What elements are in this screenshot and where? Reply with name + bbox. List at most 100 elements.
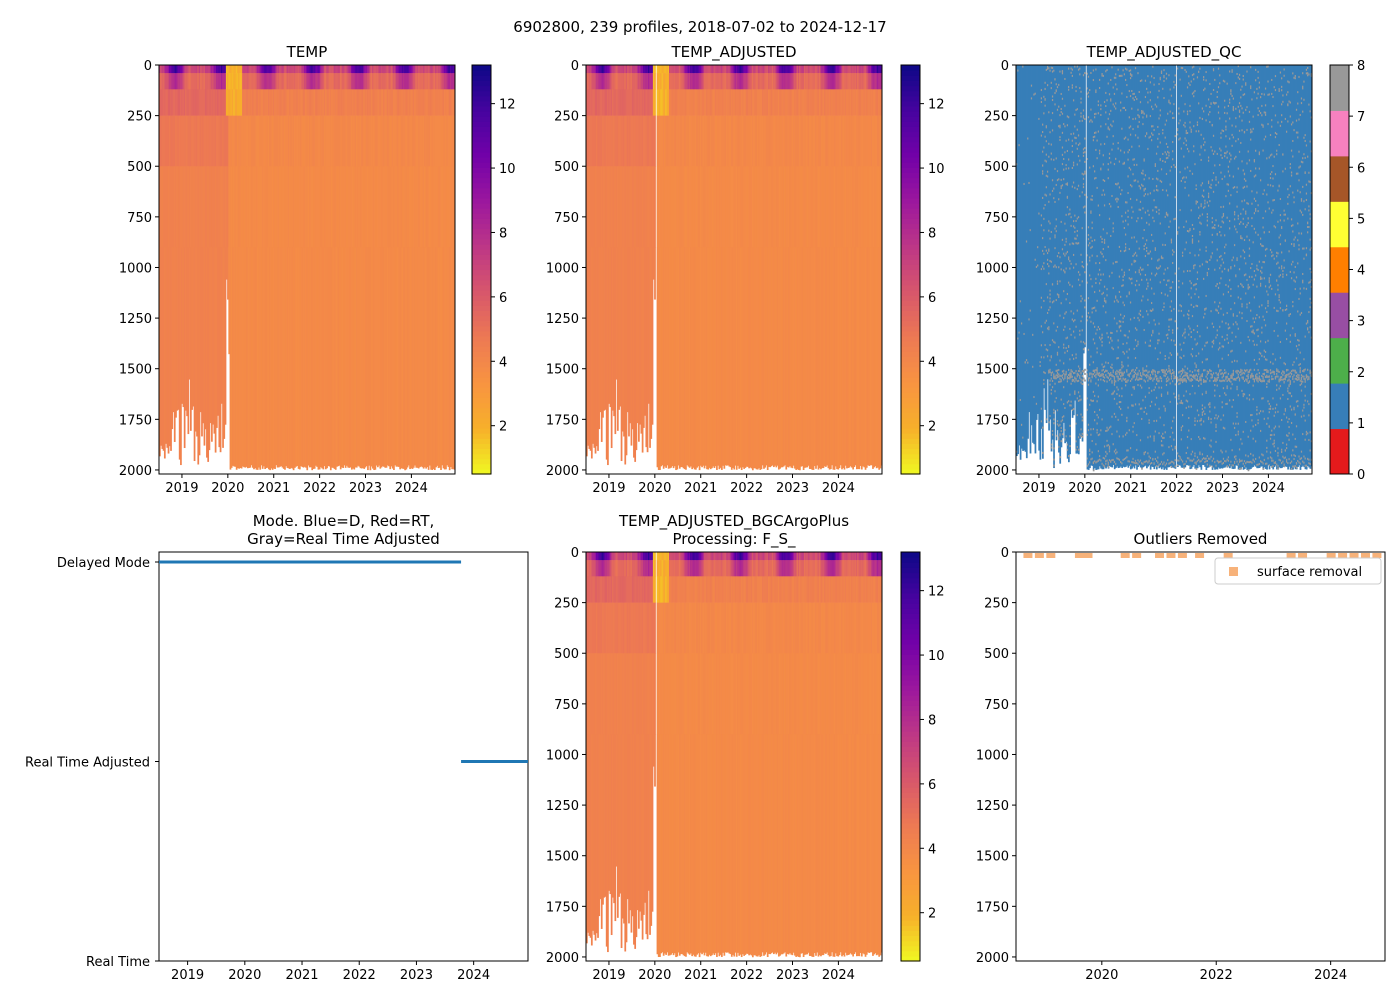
heatmap-cell bbox=[812, 65, 815, 74]
qc-flag-dot bbox=[1115, 76, 1117, 79]
qc-flag-dot bbox=[1134, 251, 1137, 254]
heatmap-cell bbox=[587, 89, 589, 116]
heatmap-cell bbox=[590, 73, 593, 90]
heatmap-cell bbox=[270, 73, 273, 90]
heatmap-cell bbox=[613, 65, 615, 74]
heatmap-cell bbox=[324, 166, 327, 248]
qc-flag-dot bbox=[1143, 229, 1146, 232]
heatmap-cell bbox=[842, 115, 845, 167]
heatmap-cell bbox=[396, 65, 399, 74]
qc-flag-dot bbox=[1131, 236, 1133, 239]
qc-flag-dot bbox=[1065, 240, 1068, 243]
qc-flag-dot bbox=[1123, 161, 1126, 164]
heatmap-cell bbox=[438, 89, 441, 116]
qc-flag-dot bbox=[1138, 319, 1141, 322]
qc-flag-dot bbox=[1143, 189, 1146, 192]
heatmap-cell bbox=[681, 166, 684, 248]
qc-column bbox=[1068, 65, 1070, 463]
heatmap-cell bbox=[281, 73, 284, 90]
heatmap-cell bbox=[593, 89, 596, 116]
qc-flag-dot bbox=[1144, 211, 1147, 214]
qc-flag-dot bbox=[1123, 151, 1126, 154]
qc-flag-dot bbox=[1123, 271, 1126, 274]
qc-flag-dot bbox=[1090, 72, 1093, 75]
heatmap-cell bbox=[654, 65, 656, 74]
qc-flag-dot bbox=[1090, 210, 1093, 213]
qc-flag-dot bbox=[1132, 430, 1135, 433]
qc-flag-dot bbox=[1157, 342, 1159, 345]
heatmap-cell bbox=[297, 73, 300, 90]
qc-flag-dot bbox=[1124, 249, 1127, 252]
qc-flag-dot bbox=[1121, 92, 1124, 95]
qc-flag-dot bbox=[1097, 112, 1100, 115]
qc-flag-dot bbox=[1045, 126, 1048, 129]
qc-column bbox=[1048, 65, 1050, 431]
heatmap-cell bbox=[224, 166, 227, 248]
y-tick-label: 1750 bbox=[546, 413, 579, 428]
heatmap-cell bbox=[388, 89, 390, 116]
heatmap-cell bbox=[587, 115, 589, 167]
heatmap-cell bbox=[659, 73, 661, 90]
heatmap-cell bbox=[672, 115, 675, 167]
qc-column bbox=[1154, 65, 1157, 467]
heatmap-cell bbox=[433, 247, 436, 471]
colorbar-band bbox=[901, 325, 920, 332]
qc-flag-dot bbox=[1076, 380, 1079, 383]
heatmap-cell bbox=[235, 73, 238, 90]
panel-temp: 2019 2020 2021 2022 2023 20240250500750100012… bbox=[119, 43, 516, 496]
heatmap-cell bbox=[707, 247, 710, 470]
qc-flag-dot bbox=[1129, 95, 1132, 98]
heatmap-cell bbox=[602, 115, 604, 167]
qc-flag-dot bbox=[1131, 185, 1133, 188]
colorbar-band bbox=[901, 269, 920, 276]
qc-flag-dot bbox=[1141, 278, 1143, 281]
heatmap-cell bbox=[595, 247, 598, 447]
qc-flag-dot bbox=[1070, 216, 1073, 219]
qc-column bbox=[1097, 65, 1100, 470]
qc-flag-dot bbox=[1154, 403, 1157, 406]
qc-flag-dot bbox=[1103, 142, 1106, 145]
qc-flag-dot bbox=[1043, 262, 1045, 265]
colorbar-band bbox=[901, 197, 920, 204]
heatmap-cell bbox=[207, 73, 210, 90]
qc-flag-dot bbox=[1059, 380, 1062, 383]
heatmap-cell bbox=[636, 115, 639, 167]
heatmap-cell bbox=[445, 65, 447, 74]
heatmap-cell bbox=[399, 89, 402, 116]
heatmap-cell bbox=[761, 73, 764, 90]
heatmap-cell bbox=[747, 115, 749, 167]
qc-flag-dot bbox=[1072, 132, 1075, 135]
heatmap-cell bbox=[796, 247, 799, 470]
heatmap-cell bbox=[796, 89, 799, 116]
heatmap-cell bbox=[756, 166, 759, 248]
heatmap-cell bbox=[353, 115, 356, 167]
heatmap-cell bbox=[694, 115, 697, 167]
qc-flag-dot bbox=[1121, 74, 1124, 77]
heatmap-cell bbox=[239, 166, 242, 248]
qc-flag-dot bbox=[1101, 337, 1104, 340]
qc-flag-dot bbox=[1118, 378, 1121, 381]
heatmap-cell bbox=[763, 65, 765, 74]
heatmap-cell bbox=[687, 73, 690, 90]
heatmap-cell bbox=[394, 65, 397, 74]
qc-flag-dot bbox=[1142, 207, 1145, 210]
heatmap-cell bbox=[315, 115, 317, 167]
heatmap-cell bbox=[427, 247, 430, 470]
qc-flag-dot bbox=[1094, 374, 1096, 377]
y-tick-label: 1500 bbox=[546, 363, 579, 378]
heatmap-cell bbox=[656, 247, 659, 468]
qc-flag-dot bbox=[1094, 394, 1096, 397]
qc-flag-dot bbox=[1081, 382, 1084, 385]
qc-flag-dot bbox=[1153, 199, 1156, 202]
qc-flag-dot bbox=[1115, 452, 1117, 455]
heatmap-cell bbox=[829, 65, 832, 74]
qc-flag-dot bbox=[1121, 363, 1124, 366]
qc-flag-dot bbox=[1124, 211, 1127, 214]
heatmap-cell bbox=[178, 89, 181, 116]
heatmap-cell bbox=[821, 89, 824, 116]
heatmap-cell bbox=[638, 115, 640, 167]
qc-flag-dot bbox=[1131, 74, 1133, 77]
heatmap-cell bbox=[328, 247, 331, 467]
qc-flag-dot bbox=[1141, 217, 1143, 220]
colorbar-band bbox=[472, 468, 491, 475]
